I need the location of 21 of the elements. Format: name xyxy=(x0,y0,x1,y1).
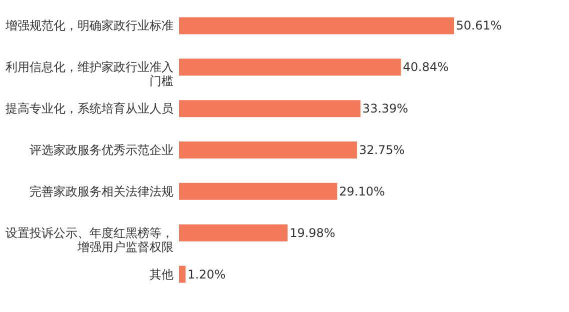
y-tick-label: 利用信息化，维护家政行业准入门槛 xyxy=(6,60,174,88)
data-label: 33.39% xyxy=(362,102,408,116)
bar xyxy=(179,266,186,283)
y-tick-label: 提高专业化，系统培育从业人员 xyxy=(6,102,174,116)
bar xyxy=(179,58,401,76)
y-tick-label: 设置投诉公示、年度红黑榜等，增强用户监督权限 xyxy=(6,226,174,254)
data-label: 1.20% xyxy=(188,267,226,282)
y-tick-label: 其他 xyxy=(150,267,174,282)
data-label: 50.61% xyxy=(456,18,502,33)
y-tick-label: 增强规范化，明确家政行业标准 xyxy=(4,18,174,33)
y-tick-label: 完善家政服务相关法律法规 xyxy=(30,184,174,198)
bar xyxy=(179,142,357,158)
data-label: 29.10% xyxy=(339,184,385,198)
data-label: 40.84% xyxy=(402,60,449,74)
bar xyxy=(179,182,338,200)
bar xyxy=(179,17,454,34)
data-label: 19.98% xyxy=(290,226,336,240)
bar xyxy=(179,224,288,242)
y-tick-label: 评选家政服务优秀示范企业 xyxy=(30,143,174,157)
data-label: 32.75% xyxy=(358,143,405,157)
bar xyxy=(179,100,360,118)
